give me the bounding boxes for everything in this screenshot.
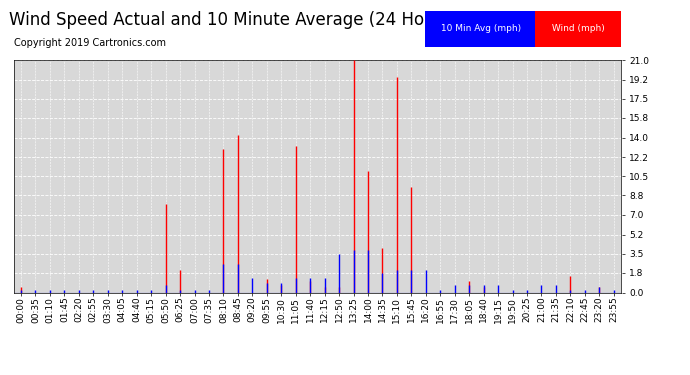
Text: 10 Min Avg (mph): 10 Min Avg (mph) (438, 24, 524, 33)
Text: Wind (mph): Wind (mph) (549, 24, 607, 33)
Text: Wind Speed Actual and 10 Minute Average (24 Hours)  (New)  20190426: Wind Speed Actual and 10 Minute Average … (9, 11, 612, 29)
Text: Copyright 2019 Cartronics.com: Copyright 2019 Cartronics.com (14, 38, 166, 48)
